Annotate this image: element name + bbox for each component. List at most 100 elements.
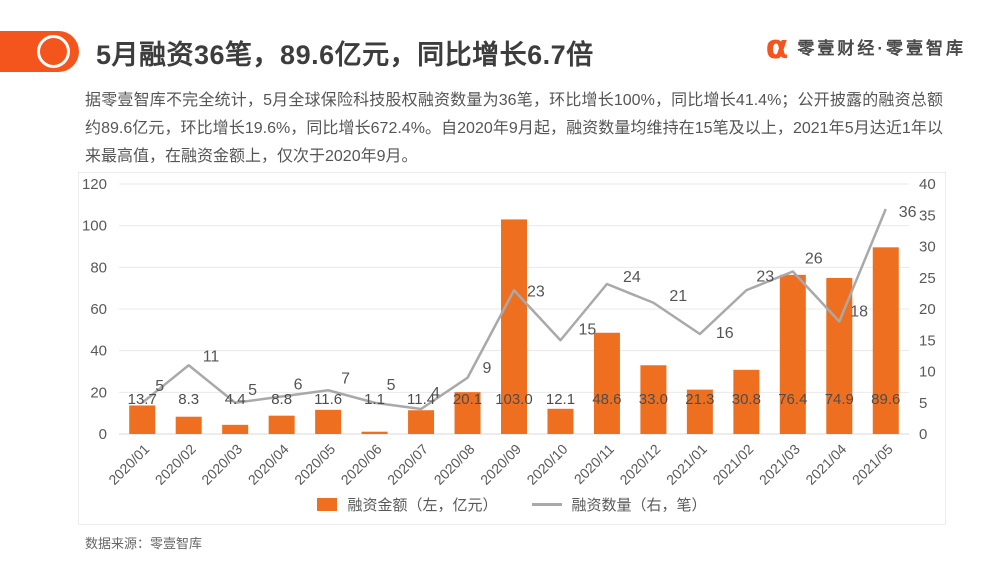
right-axis-tick: 30	[919, 239, 936, 256]
funding-chart-container: 0 20 40 60 80 100 120 0 5 10 15 20 25 30 35 40 13.7 8.3 4.…	[78, 172, 946, 525]
line-value-label: 5	[387, 377, 396, 394]
bar	[454, 392, 481, 434]
line-value-label: 24	[623, 269, 641, 286]
line-value-label: 5	[155, 378, 164, 395]
x-axis-label: 2020/11	[571, 441, 618, 488]
legend-line-label: 融资数量（右，笔）	[571, 496, 707, 514]
chart-legend: 融资金额（左，亿元） 融资数量（右，笔）	[79, 490, 945, 524]
x-axis-label: 2020/08	[431, 441, 478, 488]
bar	[779, 274, 806, 434]
page-title: 5月融资36笔，89.6亿元，同比增长6.7倍	[96, 40, 594, 70]
bar-value-label: 89.6	[871, 391, 900, 408]
bar	[315, 409, 342, 434]
header-accent-pill	[0, 31, 79, 72]
line-series	[141, 208, 887, 411]
x-axis-label: 2021/05	[849, 441, 896, 488]
x-axis-label: 2021/01	[663, 441, 710, 488]
bar	[361, 431, 388, 434]
x-axis-label: 2020/01	[105, 441, 152, 488]
left-axis-tick: 0	[99, 426, 107, 443]
line-value-label: 5	[248, 382, 257, 399]
line-value-label: 21	[669, 288, 687, 305]
bar	[175, 416, 202, 434]
bar	[129, 405, 156, 434]
bar	[408, 410, 435, 434]
legend-bar-label: 融资金额（左，亿元）	[347, 496, 498, 514]
bar	[686, 389, 713, 434]
brand-logo: α 零壹财经·零壹智库	[766, 30, 966, 63]
line-value-label: 6	[294, 377, 303, 394]
x-axis-label: 2020/02	[152, 441, 199, 488]
line-value-label: 7	[341, 370, 350, 387]
line-value-label: 26	[805, 251, 823, 268]
right-axis-tick: 15	[919, 332, 936, 349]
bar-value-label: 76.4	[778, 391, 807, 408]
bar	[872, 247, 899, 434]
bar	[268, 415, 295, 434]
line-value-label: 23	[756, 268, 774, 285]
left-axis-tick: 60	[90, 301, 107, 318]
bar-value-label: 103.0	[495, 391, 533, 408]
left-axis-tick: 80	[90, 259, 107, 276]
bar-value-label: 11.6	[314, 391, 342, 408]
summary-paragraph: 据零壹智库不完全统计，5月全球保险科技股权融资数量为36笔，环比增长100%，同…	[85, 92, 943, 165]
left-axis-tick: 120	[82, 176, 107, 193]
bar-value-label: 21.3	[685, 391, 714, 408]
bar-value-label: 30.8	[732, 391, 761, 408]
x-axis-label: 2021/02	[709, 441, 756, 488]
bar-value-label: 1.1	[364, 391, 385, 408]
right-axis-tick: 0	[919, 426, 927, 443]
bar-value-label: 8.3	[178, 391, 199, 408]
data-source-note: 数据来源：零壹智库	[85, 536, 203, 551]
line-value-label: 18	[850, 304, 868, 321]
bar	[547, 408, 574, 434]
bar	[640, 365, 667, 434]
left-axis-tick: 20	[90, 384, 107, 401]
bar-value-label: 20.1	[453, 391, 482, 408]
bar	[826, 277, 853, 434]
bar-value-label: 74.9	[825, 391, 854, 408]
bar	[501, 219, 527, 434]
line-value-label: 36	[899, 204, 917, 221]
right-axis-tick: 40	[919, 176, 936, 193]
x-axis-label: 2020/09	[477, 441, 524, 488]
brand-alpha-icon: α	[765, 27, 789, 66]
legend-bar-swatch	[317, 497, 338, 511]
brand-name: 零壹财经·零壹智库	[797, 39, 966, 58]
line-value-label: 9	[483, 360, 492, 377]
right-axis-tick: 5	[919, 395, 927, 412]
bar	[222, 424, 249, 434]
line-value-label: 11	[203, 348, 220, 365]
x-axis-label: 2020/04	[245, 441, 292, 488]
left-axis-tick: 40	[90, 343, 107, 360]
bar-value-label: 8.8	[271, 391, 292, 408]
funding-combo-chart: 0 20 40 60 80 100 120 0 5 10 15 20 25 30 35 40 13.7 8.3 4.…	[82, 176, 936, 488]
line-value-label: 15	[578, 321, 596, 338]
right-axis-tick: 10	[919, 364, 936, 381]
x-axis-label: 2020/03	[198, 441, 245, 488]
x-axis-label: 2020/12	[616, 441, 663, 488]
x-axis-label: 2020/06	[338, 441, 385, 488]
x-axis-label: 2021/03	[756, 441, 803, 488]
bar-value-label: 48.6	[592, 391, 621, 408]
right-axis-tick: 25	[919, 270, 936, 287]
bar	[733, 369, 760, 434]
right-axis-tick: 35	[919, 207, 936, 224]
line-value-label: 4	[431, 385, 440, 402]
x-axis-label: 2021/04	[802, 441, 849, 488]
bar-value-label: 11.4	[407, 391, 435, 408]
line-value-label: 16	[716, 325, 734, 342]
bar-value-label: 12.1	[546, 391, 575, 408]
header-circle-icon	[37, 35, 70, 68]
right-axis-tick: 20	[919, 301, 936, 318]
bar-value-label: 33.0	[639, 391, 668, 408]
bar-value-label: 4.4	[225, 391, 246, 408]
x-axis-label: 2020/07	[384, 441, 431, 488]
left-axis-tick: 100	[82, 218, 107, 235]
bar	[593, 332, 620, 434]
bar-value-label: 13.7	[128, 391, 157, 408]
legend-line-swatch	[531, 502, 562, 506]
x-axis-label: 2020/10	[523, 441, 570, 488]
line-value-label: 23	[527, 283, 545, 300]
